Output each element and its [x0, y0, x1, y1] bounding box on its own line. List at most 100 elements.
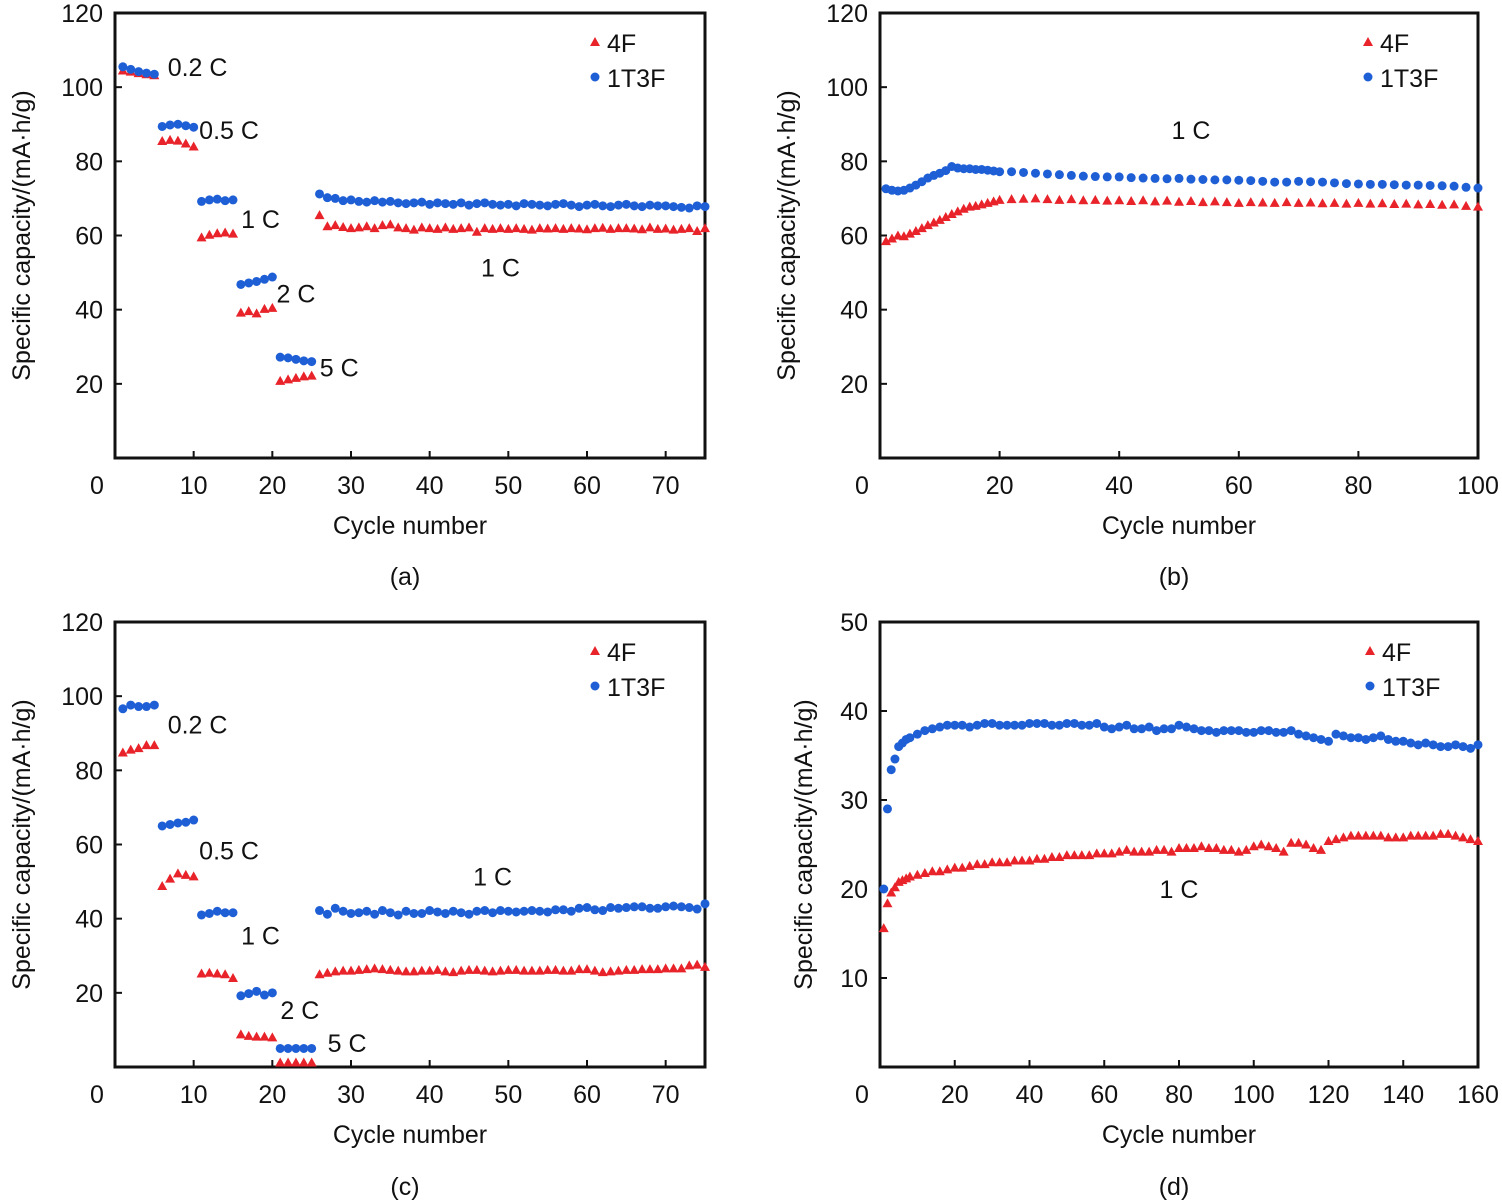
data-point-4F: [456, 223, 467, 233]
data-point-4F: [904, 871, 915, 881]
data-point-1T3F: [590, 199, 600, 209]
data-point-1T3F: [980, 718, 990, 728]
data-point-1T3F: [1174, 173, 1184, 183]
data-point-1T3F: [1107, 724, 1117, 734]
data-point-4F: [1281, 197, 1292, 207]
data-point-4F: [1069, 850, 1080, 860]
data-point-1T3F: [1025, 718, 1034, 728]
series-1T3F: [879, 718, 1483, 894]
data-point-1T3F: [440, 908, 450, 918]
series-1T3F: [881, 162, 1483, 196]
data-point-4F: [1188, 843, 1199, 853]
x-tick-label: 0: [90, 1081, 104, 1109]
data-point-4F: [298, 1057, 309, 1067]
data-point-1T3F: [574, 903, 584, 913]
data-point-4F: [1413, 830, 1424, 840]
data-point-1T3F: [535, 906, 545, 916]
data-point-1T3F: [220, 196, 230, 206]
data-point-4F: [487, 223, 498, 233]
data-point-1T3F: [606, 202, 616, 212]
data-point-4F: [1136, 846, 1147, 856]
data-point-4F: [353, 222, 364, 232]
data-point-1T3F: [299, 1043, 309, 1053]
data-point-1T3F: [1196, 726, 1206, 736]
data-point-4F: [1054, 851, 1065, 861]
data-point-1T3F: [204, 195, 214, 205]
data-point-1T3F: [1353, 179, 1363, 189]
data-point-1T3F: [425, 199, 435, 209]
data-point-4F: [582, 224, 592, 234]
data-point-1T3F: [480, 906, 490, 916]
data-point-1T3F: [1032, 718, 1042, 728]
data-point-1T3F: [228, 908, 238, 918]
data-point-1T3F: [1331, 729, 1341, 739]
data-point-1T3F: [149, 700, 159, 710]
legend-marker-circle: [590, 681, 600, 691]
legend-label: 4F: [607, 639, 636, 667]
x-axis-title: Cycle number: [1102, 1121, 1256, 1149]
data-point-1T3F: [417, 908, 427, 918]
data-point-4F: [290, 1057, 301, 1067]
data-point-1T3F: [197, 910, 207, 920]
data-point-1T3F: [598, 201, 608, 211]
data-point-1T3F: [417, 197, 427, 207]
y-tick-label: 10: [840, 965, 868, 993]
data-point-1T3F: [338, 906, 348, 916]
data-point-4F: [949, 862, 960, 872]
y-tick-label: 20: [840, 876, 868, 904]
data-point-1T3F: [315, 906, 325, 916]
data-point-4F: [283, 374, 294, 384]
data-point-1T3F: [1002, 720, 1012, 730]
data-point-1T3F: [1294, 729, 1304, 739]
data-point-4F: [385, 964, 396, 974]
y-tick-label: 40: [75, 297, 103, 325]
data-point-1T3F: [527, 906, 537, 916]
data-point-1T3F: [212, 906, 222, 916]
data-point-1T3F: [362, 197, 372, 207]
data-point-4F: [1473, 201, 1483, 211]
data-point-1T3F: [669, 202, 679, 212]
data-point-1T3F: [1062, 718, 1072, 728]
x-tick-label: 60: [1090, 1081, 1118, 1109]
data-point-4F: [1024, 855, 1035, 865]
data-point-4F: [1106, 848, 1117, 858]
data-point-4F: [314, 210, 325, 220]
data-point-4F: [652, 223, 663, 233]
data-point-4F: [1425, 198, 1436, 208]
data-point-1T3F: [1234, 726, 1244, 736]
data-point-1T3F: [315, 189, 325, 199]
data-point-1T3F: [676, 202, 686, 212]
data-point-4F: [1042, 194, 1053, 204]
data-point-4F: [676, 223, 687, 233]
data-point-4F: [1375, 830, 1386, 840]
x-tick-label: 120: [1308, 1081, 1350, 1109]
data-point-1T3F: [1383, 734, 1393, 744]
data-point-4F: [267, 302, 278, 312]
data-point-1T3F: [995, 720, 1005, 730]
panel-caption: (a): [390, 563, 421, 591]
data-point-1T3F: [1365, 179, 1375, 189]
data-point-4F: [1437, 199, 1448, 209]
data-point-4F: [1301, 839, 1312, 849]
data-point-4F: [1420, 830, 1431, 840]
data-point-4F: [684, 960, 695, 970]
data-point-4F: [1401, 198, 1412, 208]
data-point-1T3F: [684, 903, 694, 913]
data-point-1T3F: [661, 201, 671, 211]
data-point-4F: [1330, 834, 1341, 844]
data-point-4F: [448, 967, 459, 977]
data-point-4F: [424, 223, 435, 233]
x-tick-label: 160: [1457, 1081, 1499, 1109]
data-point-1T3F: [1137, 724, 1147, 734]
data-point-4F: [550, 964, 561, 974]
x-tick-label: 70: [652, 472, 680, 500]
data-point-4F: [306, 370, 317, 380]
data-point-4F: [1114, 846, 1125, 856]
data-point-4F: [1061, 850, 1072, 860]
x-tick-label: 40: [1105, 472, 1133, 500]
data-point-1T3F: [472, 199, 482, 209]
data-point-4F: [401, 966, 412, 976]
data-point-4F: [503, 223, 514, 233]
data-point-1T3F: [995, 167, 1005, 177]
legend: 4F 1T3F: [1365, 639, 1440, 702]
